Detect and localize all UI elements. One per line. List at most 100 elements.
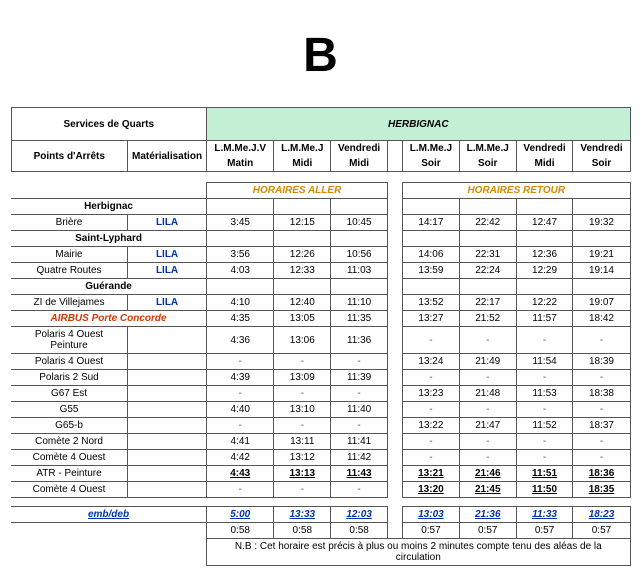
stop-name: ZI de Villejames	[11, 295, 128, 311]
gap	[388, 141, 403, 172]
time-cell: -	[274, 418, 331, 434]
section-aller: HORAIRES ALLER	[207, 183, 388, 199]
time-cell: 4:39	[207, 370, 274, 386]
stop-name: G65-b	[11, 418, 128, 434]
gap	[388, 434, 403, 450]
time-cell: -	[207, 354, 274, 370]
time-cell: -	[331, 354, 388, 370]
time-cell: 13:09	[274, 370, 331, 386]
day-col: Soir	[573, 156, 630, 172]
time-cell: -	[274, 386, 331, 402]
time-cell: -	[331, 418, 388, 434]
timetable: Services de Quarts HERBIGNAC Points d'Ar…	[11, 107, 631, 566]
time-cell: 12:29	[516, 263, 573, 279]
time-cell: -	[403, 450, 460, 466]
materialisation-cell	[128, 450, 207, 466]
gap	[388, 231, 403, 247]
time-cell: -	[403, 434, 460, 450]
stop-name: Comète 4 Ouest	[11, 482, 128, 498]
time-cell: 13:21	[403, 466, 460, 482]
time-cell: 19:07	[573, 295, 630, 311]
day-col: Vendredi	[331, 141, 388, 157]
gap	[388, 295, 403, 311]
stop-name: G55	[11, 402, 128, 418]
gap	[388, 418, 403, 434]
time-cell: 11:43	[331, 466, 388, 482]
footnote: N.B : Cet horaire est précis à plus ou m…	[207, 539, 630, 566]
time-cell: -	[403, 402, 460, 418]
time-cell: 12:40	[274, 295, 331, 311]
gap	[388, 507, 403, 523]
time-cell: -	[573, 370, 630, 386]
gap	[388, 354, 403, 370]
time-cell: 13:24	[403, 354, 460, 370]
route-letter: B	[11, 28, 631, 83]
time-cell: -	[274, 482, 331, 498]
time-cell: -	[331, 482, 388, 498]
time-cell: -	[516, 327, 573, 354]
section-retour: HORAIRES RETOUR	[403, 183, 630, 199]
gap	[388, 386, 403, 402]
time-cell: 21:46	[459, 466, 516, 482]
day-col: Midi	[331, 156, 388, 172]
stop-group: Herbignac	[11, 199, 207, 215]
time-cell: -	[207, 482, 274, 498]
duration-cell: 0:58	[331, 523, 388, 539]
time-cell: 4:35	[207, 311, 274, 327]
duration-cell: 0:57	[403, 523, 460, 539]
time-cell: 10:56	[331, 247, 388, 263]
time-cell: 12:33	[274, 263, 331, 279]
time-cell: 11:54	[516, 354, 573, 370]
time-cell: 11:03	[331, 263, 388, 279]
gap	[388, 450, 403, 466]
time-cell: 11:53	[516, 386, 573, 402]
time-cell: -	[516, 370, 573, 386]
time-cell: 19:21	[573, 247, 630, 263]
day-col: L.M.Me.J	[274, 141, 331, 157]
materialisation-cell	[128, 354, 207, 370]
gap	[388, 370, 403, 386]
time-cell: 11:35	[331, 311, 388, 327]
time-cell: 4:43	[207, 466, 274, 482]
stop-name: Polaris 4 Ouest	[11, 354, 128, 370]
spacer	[11, 172, 630, 183]
time-cell: 4:42	[207, 450, 274, 466]
time-cell: 14:17	[403, 215, 460, 231]
time-cell: 12:47	[516, 215, 573, 231]
time-cell: -	[573, 327, 630, 354]
time-cell: -	[516, 450, 573, 466]
materialisation-cell	[128, 418, 207, 434]
time-cell: 4:36	[207, 327, 274, 354]
materialisation-cell: LILA	[128, 215, 207, 231]
time-cell: 13:20	[403, 482, 460, 498]
day-col: L.M.Me.J	[403, 141, 460, 157]
time-cell: 11:41	[331, 434, 388, 450]
time-cell: 4:41	[207, 434, 274, 450]
stop-name: Brière	[11, 215, 128, 231]
time-cell: 21:52	[459, 311, 516, 327]
blank	[11, 183, 207, 199]
time-cell: 11:50	[516, 482, 573, 498]
time-cell: 11:33	[516, 507, 573, 523]
time-cell: 11:39	[331, 370, 388, 386]
duration-cell: 0:57	[573, 523, 630, 539]
stop-name: G67 Est	[11, 386, 128, 402]
time-cell: -	[516, 434, 573, 450]
blank	[11, 539, 207, 566]
time-cell: 14:06	[403, 247, 460, 263]
duration-cell: 0:57	[459, 523, 516, 539]
time-cell: 13:52	[403, 295, 460, 311]
day-col: Soir	[459, 156, 516, 172]
time-cell: -	[573, 450, 630, 466]
materialisation-cell	[128, 327, 207, 354]
blank	[11, 523, 207, 539]
time-cell: 12:03	[331, 507, 388, 523]
hdr-points: Points d'Arrêts	[11, 141, 128, 172]
day-col: Midi	[516, 156, 573, 172]
time-cell: 13:13	[274, 466, 331, 482]
time-cell: 13:22	[403, 418, 460, 434]
materialisation-cell	[128, 434, 207, 450]
hdr-materialisation: Matérialisation	[128, 141, 207, 172]
time-cell: 21:45	[459, 482, 516, 498]
time-cell: 11:42	[331, 450, 388, 466]
